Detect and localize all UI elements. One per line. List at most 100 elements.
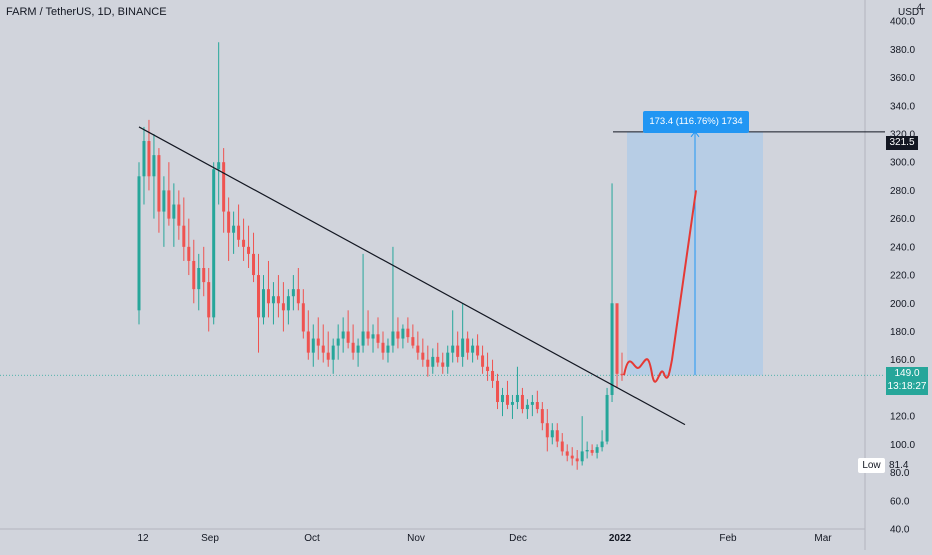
candle-body: [336, 338, 340, 346]
trendline: [138, 126, 686, 426]
y-tick-label: 400.0: [890, 17, 915, 28]
y-tick-label: 220.0: [890, 271, 915, 282]
candle-body: [396, 331, 400, 339]
projection-path: [623, 190, 697, 383]
y-tick-label: 200.0: [890, 299, 915, 310]
candle-body: [177, 204, 181, 226]
candle-body: [386, 345, 390, 353]
candle-body: [436, 356, 440, 363]
candle-body: [351, 342, 355, 353]
candle-body: [486, 366, 490, 371]
candle-body: [192, 260, 196, 290]
candle-body: [286, 296, 290, 311]
candle-body: [391, 331, 395, 346]
candle-body: [580, 451, 584, 462]
y-tick-label: 380.0: [890, 45, 915, 56]
candle-body: [197, 268, 201, 290]
candle-body: [266, 289, 270, 304]
candle-body: [406, 328, 410, 338]
candle-body: [555, 430, 559, 442]
candle-body: [565, 451, 569, 456]
candle-body: [461, 338, 465, 357]
candle-body: [401, 328, 405, 339]
candle-body: [496, 380, 500, 403]
candle-body: [291, 289, 295, 297]
candle-body: [212, 169, 216, 318]
candle-body: [411, 337, 415, 346]
candle-body: [426, 359, 430, 367]
candle-body: [525, 404, 529, 410]
x-tick-label: Oct: [304, 533, 320, 544]
candle-body: [232, 225, 236, 233]
x-tick-label: Nov: [407, 533, 425, 544]
candle-body: [371, 334, 375, 339]
y-tick-label: 160.0: [890, 355, 915, 366]
candle-body: [217, 162, 221, 170]
candle-body: [491, 370, 495, 381]
candle-body: [346, 331, 350, 343]
candle-body: [157, 155, 161, 212]
candle-body: [376, 334, 380, 343]
y-tick-label: 180.0: [890, 327, 915, 338]
y-tick-label: 260.0: [890, 214, 915, 225]
candle-body: [257, 275, 261, 318]
y-tick-label: 80.0: [890, 468, 910, 479]
y-tick-label: 300.0: [890, 158, 915, 169]
candle-body: [326, 352, 330, 360]
candle-body: [311, 338, 315, 353]
candle-body: [261, 289, 265, 318]
candle-body: [356, 345, 360, 353]
candle-body: [570, 455, 574, 459]
candle-body: [227, 211, 231, 233]
candle-body: [366, 331, 370, 339]
candle-body: [595, 447, 599, 453]
current-price-value: 149.0: [894, 368, 920, 379]
candle-body: [361, 331, 365, 346]
y-tick-label: 100.0: [890, 440, 915, 451]
y-tick-label: 280.0: [890, 186, 915, 197]
candle-body: [441, 362, 445, 367]
position-callout[interactable]: 173.4 (116.76%) 1734: [643, 111, 749, 133]
candle-body: [476, 345, 480, 356]
candle-body: [162, 190, 166, 212]
current-price-tag: 149.0 13:18:27: [886, 367, 928, 395]
candle-body: [560, 441, 564, 452]
candle-body: [331, 345, 335, 360]
candle-body: [416, 345, 420, 353]
candle-body: [451, 345, 455, 353]
candle-body: [605, 394, 609, 442]
target-price-tag: 321.5: [886, 136, 918, 150]
candle-body: [550, 430, 554, 438]
candle-body: [515, 394, 519, 403]
candle-body: [222, 162, 226, 212]
y-tick-label: 360.0: [890, 73, 915, 84]
candle-body: [187, 246, 191, 261]
y-tick-label: 60.0: [890, 496, 910, 507]
candle-body: [167, 190, 171, 219]
candle-body: [172, 204, 176, 219]
x-tick-label: Dec: [509, 533, 527, 544]
y-tick-label: 40.0: [890, 525, 910, 536]
y-tick-label: 340.0: [890, 101, 915, 112]
candle-body: [137, 176, 141, 311]
candle-body: [590, 449, 594, 453]
candle-body: [446, 352, 450, 367]
candle-body: [575, 458, 579, 462]
candle-body: [381, 342, 385, 353]
candle-body: [252, 253, 256, 276]
candle-body: [321, 345, 325, 353]
candle-body: [481, 355, 485, 367]
countdown-timer: 13:18:27: [887, 381, 927, 392]
candle-body: [306, 331, 310, 353]
candle-body: [202, 268, 206, 283]
x-tick-label: Feb: [719, 533, 737, 544]
x-tick-label-year: 2022: [609, 533, 632, 544]
candle-body: [520, 394, 524, 410]
candle-body: [271, 296, 275, 304]
candle-body: [301, 303, 305, 332]
candle-body: [281, 303, 285, 311]
axis-unit-label: USDT: [898, 7, 926, 18]
x-tick-label: Sep: [201, 533, 219, 544]
